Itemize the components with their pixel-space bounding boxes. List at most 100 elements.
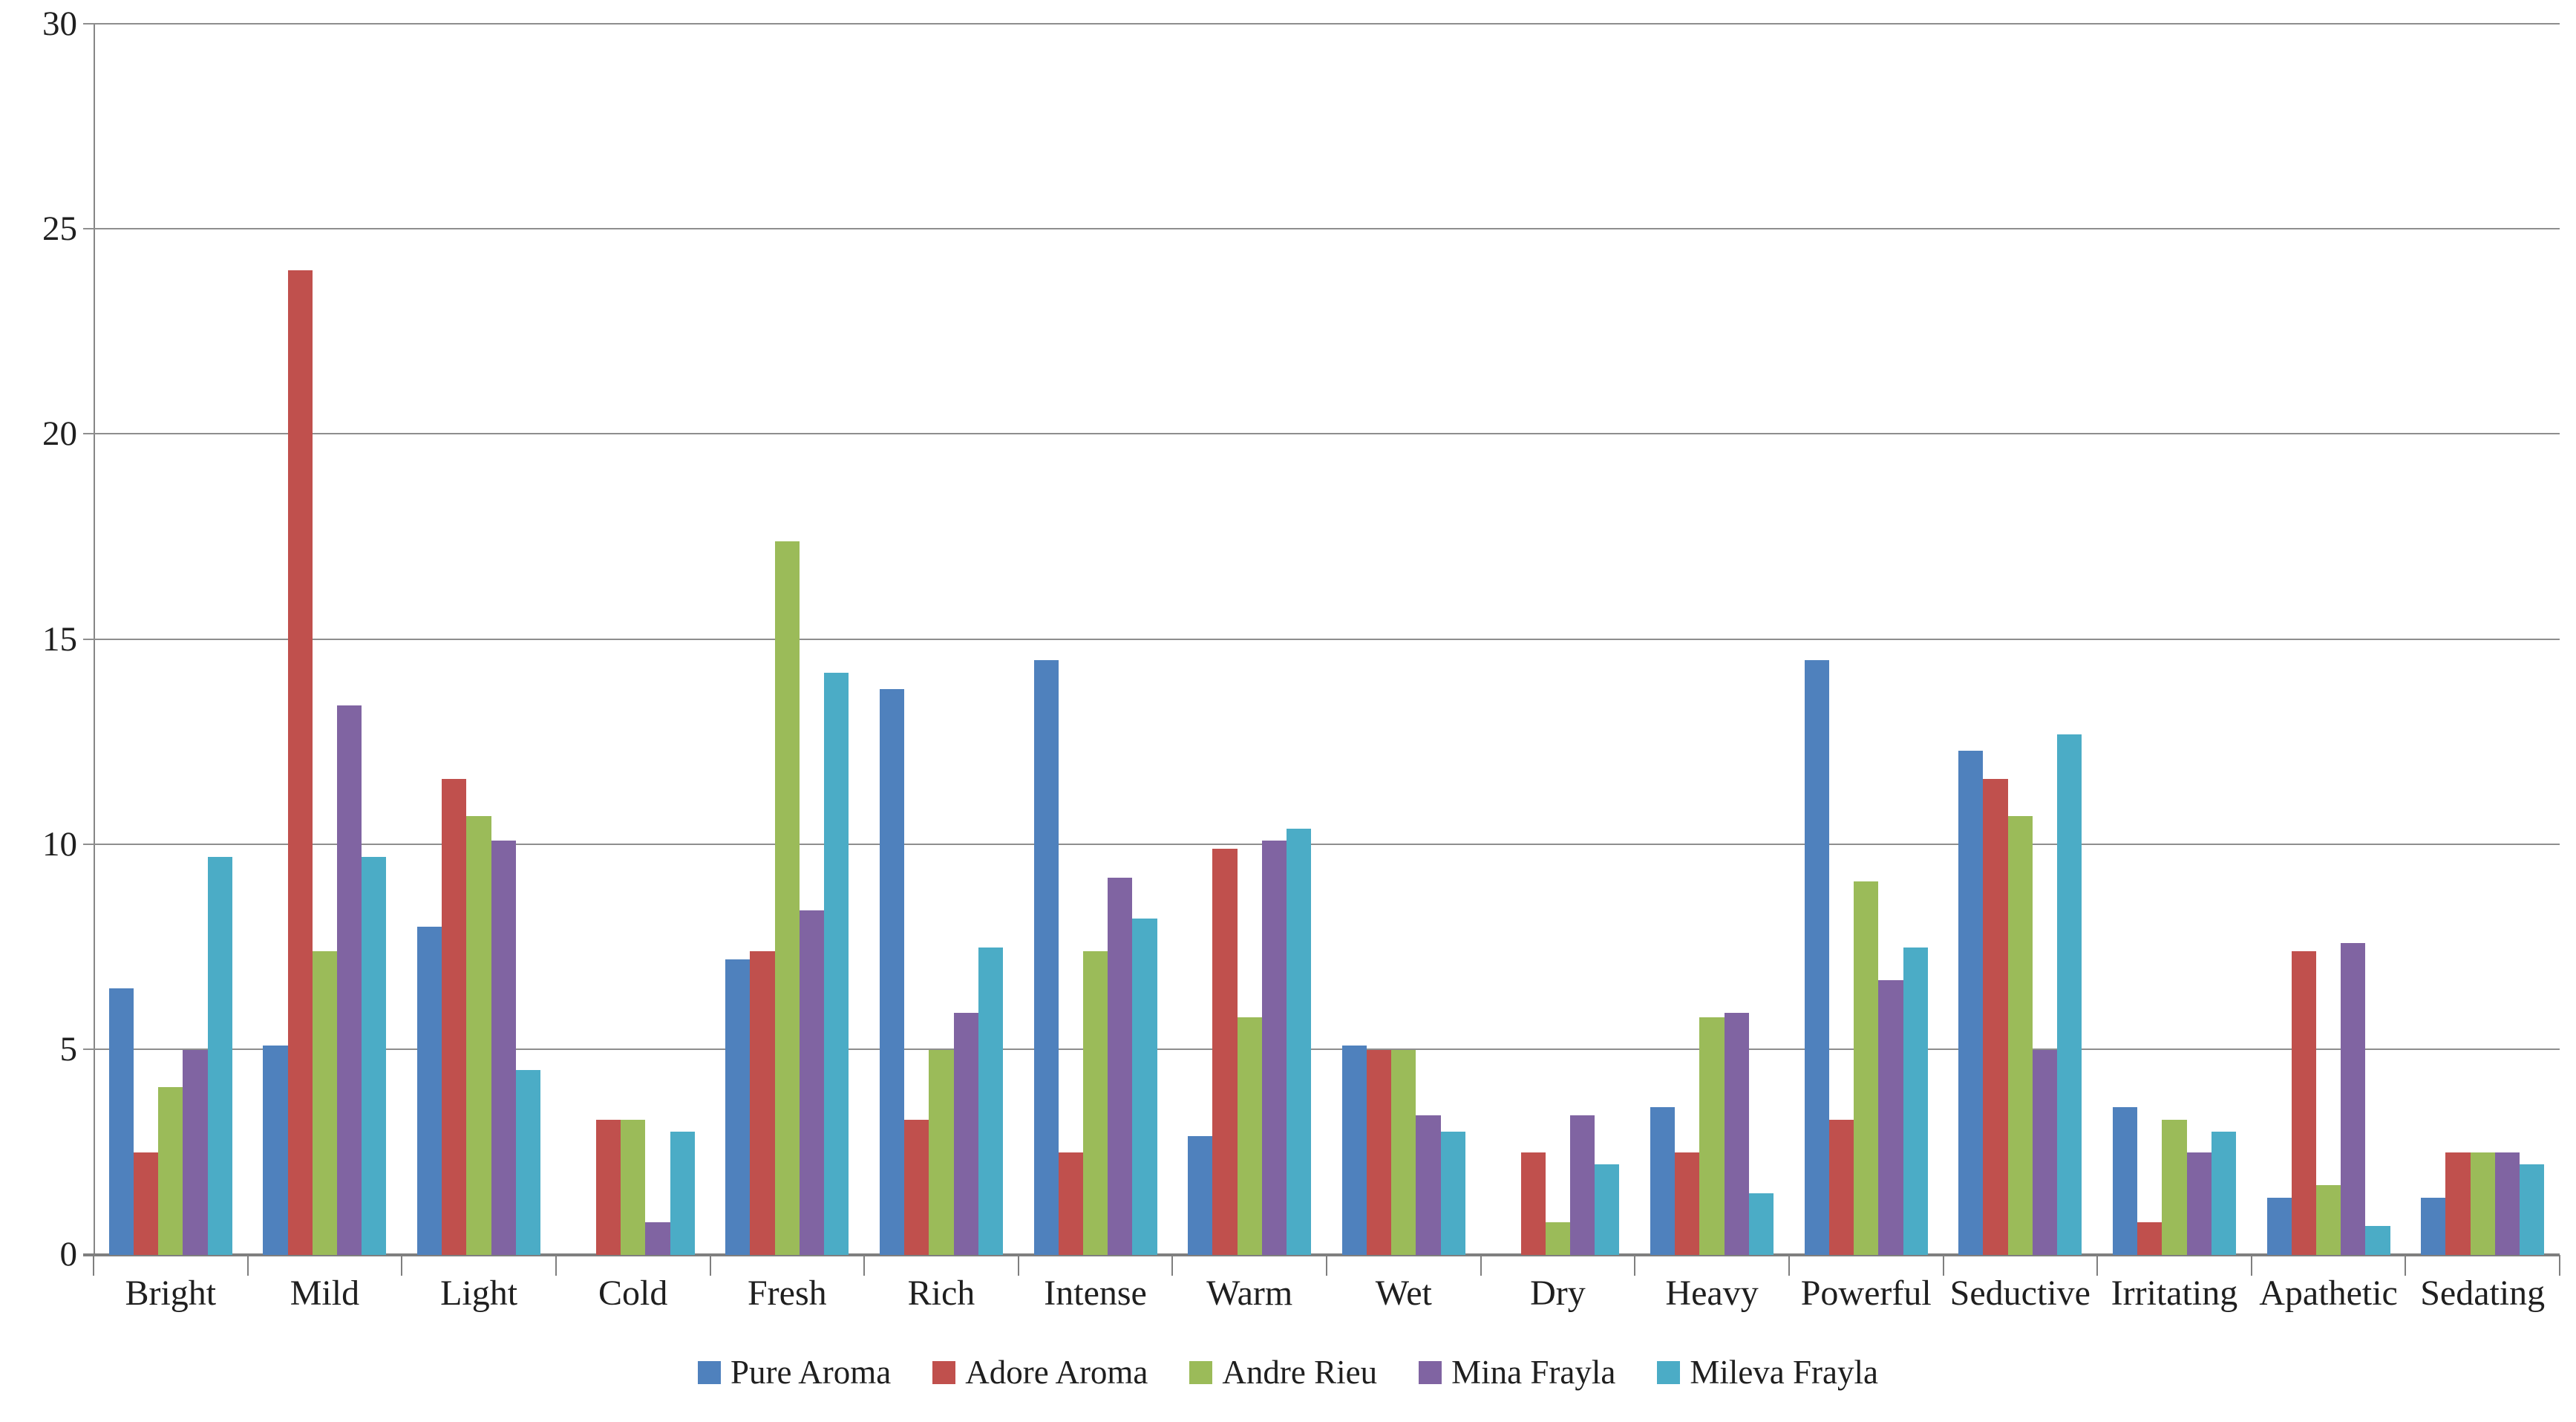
bar-mina-frayla-rich [953, 1013, 978, 1255]
legend-swatch-icon [932, 1360, 956, 1384]
x-axis-tick [2559, 1255, 2560, 1276]
gridline-y-20 [83, 433, 2560, 435]
bar-pure-aroma-intense [1033, 660, 1059, 1255]
legend-label: Mina Frayla [1451, 1354, 1616, 1391]
bar-adore-aroma-light [442, 779, 467, 1255]
y-axis-tick-label: 0 [59, 1235, 78, 1273]
gridline-y-5 [83, 1048, 2560, 1050]
legend-item-mina-frayla: Mina Frayla [1419, 1353, 1615, 1392]
bar-adore-aroma-wet [1366, 1049, 1392, 1255]
bar-mileva-frayla-powerful [1903, 947, 1928, 1255]
x-axis-tick [1171, 1255, 1174, 1276]
bar-adore-aroma-powerful [1828, 1119, 1854, 1255]
x-axis-tick [2250, 1255, 2252, 1276]
legend-label: Andre Rieu [1222, 1354, 1378, 1391]
category-label-heavy: Heavy [1665, 1273, 1759, 1313]
x-axis-tick [1326, 1255, 1327, 1276]
bar-andre-rieu-intense [1082, 951, 1108, 1255]
bar-mina-frayla-warm [1261, 841, 1287, 1255]
bar-mileva-frayla-mild [362, 857, 387, 1255]
bar-mina-frayla-heavy [1724, 1013, 1749, 1255]
x-axis-labels: Bright Mild Light Cold Fresh Rich Intense Warm W… [94, 1273, 2560, 1332]
bar-pure-aroma-sedating [2421, 1197, 2446, 1255]
bar-adore-aroma-cold [595, 1119, 621, 1255]
bar-andre-rieu-warm [1237, 1017, 1262, 1255]
category-label-powerful: Powerful [1800, 1273, 1932, 1313]
category-label-light: Light [440, 1273, 518, 1313]
legend-label: Adore Aroma [965, 1354, 1148, 1391]
x-axis-tick [2405, 1255, 2407, 1276]
x-axis-tick [93, 1255, 94, 1276]
category-label-rich: Rich [907, 1273, 975, 1313]
bar-mina-frayla-sedating [2494, 1152, 2520, 1255]
bar-mileva-frayla-bright [207, 857, 232, 1255]
bar-andre-rieu-powerful [1854, 881, 1879, 1255]
bar-mina-frayla-powerful [1878, 979, 1903, 1255]
bar-adore-aroma-dry [1520, 1152, 1546, 1255]
bar-adore-aroma-warm [1212, 849, 1238, 1255]
bar-andre-rieu-seductive [2007, 816, 2033, 1255]
category-label-intense: Intense [1044, 1273, 1147, 1313]
x-axis-tick [1634, 1255, 1636, 1276]
bar-pure-aroma-irritating [2112, 1107, 2138, 1255]
bar-adore-aroma-mild [287, 270, 313, 1255]
bar-adore-aroma-bright [133, 1152, 159, 1255]
bar-mileva-frayla-heavy [1748, 1193, 1774, 1255]
category-label-fresh: Fresh [747, 1273, 827, 1313]
x-axis-tick [1017, 1255, 1019, 1276]
gridline-y-25 [83, 228, 2560, 230]
bar-mileva-frayla-fresh [824, 672, 849, 1255]
legend-item-pure-aroma: Pure Aroma [698, 1353, 891, 1392]
bar-pure-aroma-rich [879, 688, 905, 1255]
y-axis-tick-label: 15 [42, 619, 77, 659]
bar-adore-aroma-intense [1058, 1152, 1083, 1255]
y-axis-tick-label: 25 [42, 209, 77, 249]
bar-adore-aroma-fresh [750, 951, 775, 1255]
bar-adore-aroma-heavy [1675, 1152, 1700, 1255]
y-axis-tick-label: 30 [42, 4, 77, 43]
bar-mileva-frayla-warm [1287, 828, 1312, 1255]
bar-mina-frayla-irritating [2186, 1152, 2211, 1255]
legend-item-andre-rieu: Andre Rieu [1189, 1353, 1377, 1392]
legend-swatch-icon [1419, 1360, 1442, 1384]
legend-swatch-icon [1657, 1360, 1681, 1384]
x-axis-tick [555, 1255, 557, 1276]
bar-andre-rieu-wet [1391, 1049, 1416, 1255]
gridline-y-30 [83, 23, 2560, 25]
y-axis-line [94, 25, 95, 1255]
bar-mina-frayla-intense [1108, 877, 1133, 1255]
category-label-cold: Cold [598, 1273, 668, 1313]
bar-mina-frayla-fresh [799, 910, 825, 1255]
bar-mileva-frayla-cold [670, 1132, 695, 1255]
bar-mileva-frayla-irritating [2211, 1132, 2236, 1255]
bar-pure-aroma-wet [1341, 1046, 1367, 1255]
bar-andre-rieu-dry [1545, 1222, 1571, 1255]
gridline-y-0 [83, 1253, 2560, 1255]
y-axis-tick-label: 5 [59, 1029, 78, 1069]
bar-mina-frayla-dry [1570, 1115, 1595, 1255]
bar-pure-aroma-heavy [1650, 1107, 1676, 1255]
bar-pure-aroma-seductive [1958, 750, 1984, 1255]
bar-mina-frayla-seductive [2032, 1049, 2058, 1255]
legend-item-adore-aroma: Adore Aroma [932, 1353, 1148, 1392]
x-axis-tick [2096, 1255, 2099, 1276]
x-axis-tick [246, 1255, 249, 1276]
bar-andre-rieu-bright [158, 1086, 183, 1255]
x-axis-tick [1788, 1255, 1790, 1276]
category-label-sedating: Sedating [2420, 1273, 2546, 1313]
x-axis-tick [1480, 1255, 1482, 1276]
legend-label: Pure Aroma [730, 1354, 892, 1391]
bar-andre-rieu-irritating [2162, 1119, 2187, 1255]
bar-mileva-frayla-wet [1440, 1132, 1465, 1255]
x-axis-tick [863, 1255, 866, 1276]
bar-pure-aroma-apathetic [2266, 1197, 2292, 1255]
category-label-seductive: Seductive [1949, 1273, 2090, 1313]
bar-mileva-frayla-rich [978, 947, 1003, 1255]
bar-andre-rieu-cold [621, 1119, 646, 1255]
bar-adore-aroma-irritating [2137, 1222, 2163, 1255]
gridline-y-10 [83, 843, 2560, 845]
bar-mileva-frayla-seductive [2057, 734, 2082, 1255]
bar-adore-aroma-apathetic [2291, 951, 2316, 1255]
category-label-bright: Bright [125, 1273, 217, 1313]
